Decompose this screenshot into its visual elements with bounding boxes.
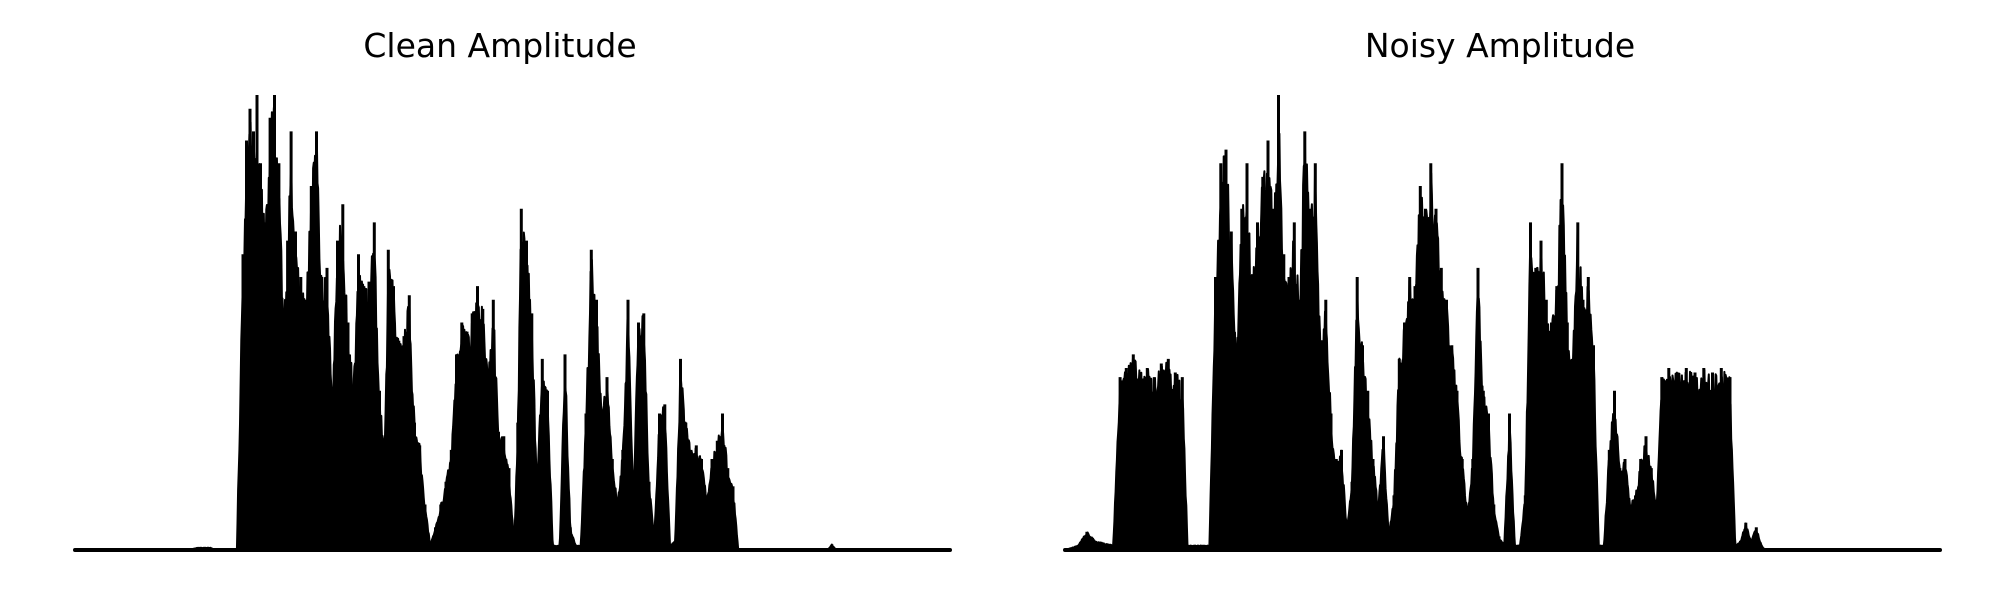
noisy-amplitude-panel: Noisy Amplitude <box>1000 0 2000 600</box>
amplitude-area <box>74 101 951 551</box>
clean-amplitude-title: Clean Amplitude <box>363 26 637 65</box>
amplitude-area <box>1064 132 1941 551</box>
clean-amplitude-panel: Clean Amplitude <box>73 26 952 552</box>
noisy-amplitude-title: Noisy Amplitude <box>1364 26 1636 65</box>
clean-amplitude-plot <box>73 95 952 552</box>
noisy-amplitude-plot <box>1063 95 1942 552</box>
